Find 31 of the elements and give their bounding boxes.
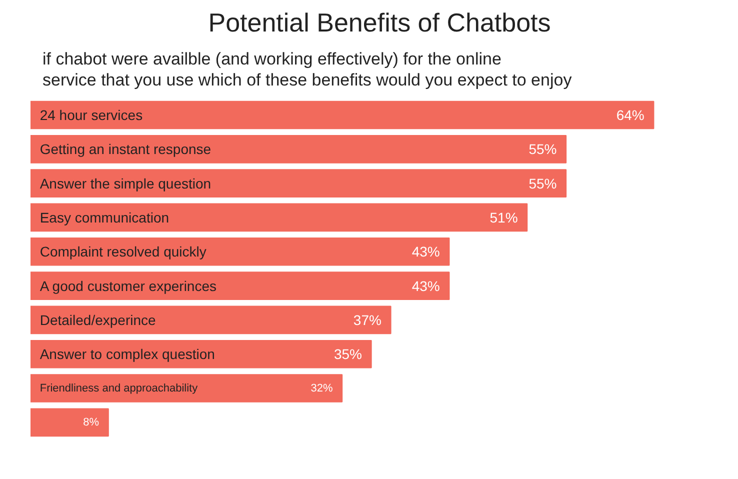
y-tick-label: 24 hour services bbox=[40, 106, 143, 123]
data-label: 64% bbox=[616, 106, 644, 123]
bar bbox=[30, 272, 450, 300]
data-label: 43% bbox=[412, 244, 440, 260]
bar bbox=[30, 169, 567, 198]
data-label: 51% bbox=[490, 209, 518, 226]
bar bbox=[30, 237, 450, 266]
bar bbox=[30, 134, 567, 164]
y-tick-label: Getting an instant response bbox=[40, 141, 212, 158]
data-label: 55% bbox=[528, 175, 557, 192]
bar bbox=[30, 340, 372, 368]
bar bbox=[30, 374, 343, 402]
chart-subtitle: if chabot were availble (and working effectively) for the online service that you use which of these benefits would you expect to enjoy bbox=[42, 50, 572, 90]
bar bbox=[30, 100, 654, 130]
bar bbox=[30, 203, 528, 232]
data-label: 55% bbox=[528, 141, 557, 158]
y-tick-label: Easy communication bbox=[40, 209, 170, 226]
y-tick-label: Friendliness and approachability bbox=[40, 382, 198, 394]
data-label: 8% bbox=[83, 416, 100, 428]
data-label: 35% bbox=[334, 346, 362, 362]
bar bbox=[30, 408, 109, 437]
y-tick-label: Detailed/experince bbox=[40, 312, 156, 328]
chart-title: Potential Benefits of Chatbots bbox=[208, 8, 551, 38]
data-label: 43% bbox=[412, 278, 440, 294]
y-tick-label: Answer to complex question bbox=[40, 346, 215, 362]
y-tick-label: A good customer experinces bbox=[40, 278, 217, 294]
y-tick-label: Complaint resolved quickly bbox=[40, 244, 206, 260]
bar bbox=[30, 306, 392, 334]
data-label: 32% bbox=[310, 382, 333, 394]
data-label: 37% bbox=[353, 312, 382, 328]
y-tick-label: Answer the simple question bbox=[40, 175, 212, 192]
